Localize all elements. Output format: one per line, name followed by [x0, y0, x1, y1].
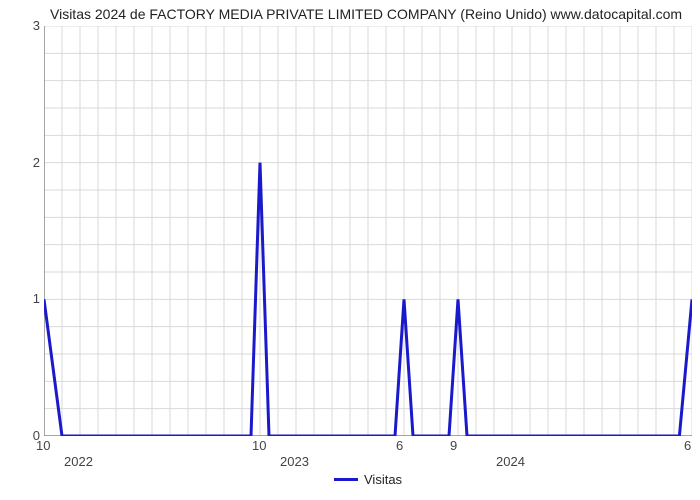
- peak-label: 6: [684, 438, 691, 453]
- peak-label: 9: [450, 438, 457, 453]
- chart-svg: [44, 26, 692, 436]
- x-year-label: 2024: [496, 454, 525, 469]
- y-tick-label: 3: [26, 18, 40, 33]
- peak-label: 10: [252, 438, 266, 453]
- x-year-label: 2022: [64, 454, 93, 469]
- chart-title: Visitas 2024 de FACTORY MEDIA PRIVATE LI…: [50, 6, 682, 22]
- peak-label: 6: [396, 438, 403, 453]
- peak-label: 10: [36, 438, 50, 453]
- y-tick-label: 1: [26, 291, 40, 306]
- chart-legend: Visitas: [334, 472, 402, 487]
- y-tick-label: 2: [26, 155, 40, 170]
- chart-plot-area: [44, 26, 692, 436]
- legend-label: Visitas: [364, 472, 402, 487]
- x-year-label: 2023: [280, 454, 309, 469]
- legend-swatch: [334, 478, 358, 481]
